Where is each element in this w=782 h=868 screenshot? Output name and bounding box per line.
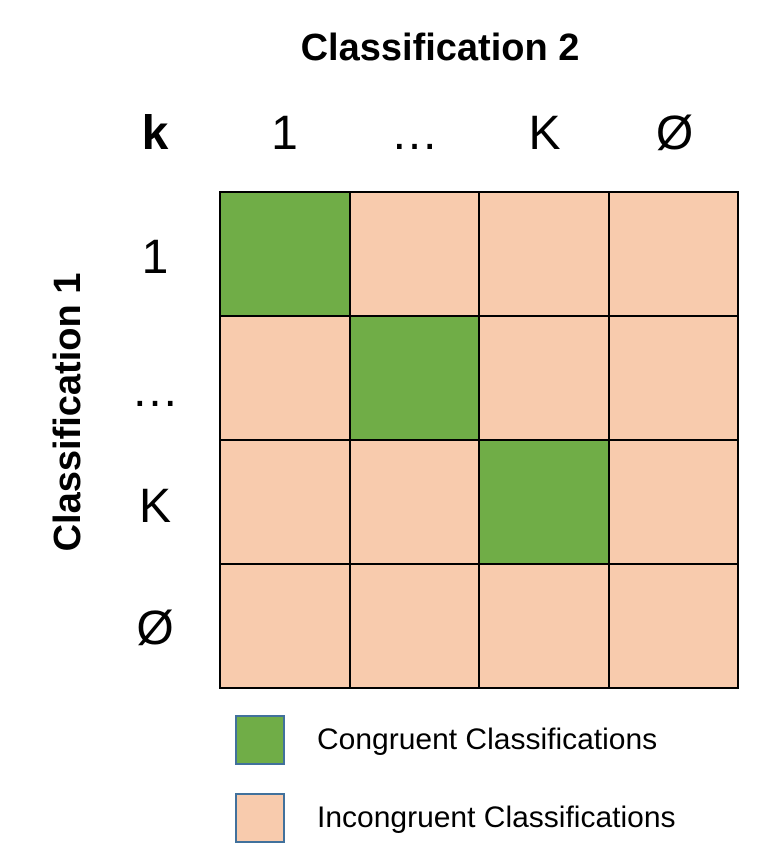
column-header-1: 1 xyxy=(271,107,298,160)
row-header-empty-set: Ø xyxy=(136,602,174,655)
legend-swatch-congruent xyxy=(235,715,285,765)
legend-item-incongruent: Incongruent Classifications xyxy=(235,792,735,844)
matrix-cell-incongruent xyxy=(221,565,349,687)
matrix-cell-incongruent xyxy=(350,565,478,687)
matrix-cell-incongruent xyxy=(480,193,608,315)
legend-label-congruent: Congruent Classifications xyxy=(317,723,658,756)
matrix-cell-incongruent xyxy=(350,193,478,315)
matrix-cell-incongruent xyxy=(350,441,478,563)
matrix-cell-incongruent xyxy=(609,193,737,315)
matrix-cell-incongruent xyxy=(609,565,737,687)
row-header-k: K xyxy=(138,480,171,533)
matrix-cell-incongruent xyxy=(480,317,608,439)
legend-item-congruent: Congruent Classifications xyxy=(235,714,735,766)
matrix-cell-incongruent xyxy=(480,565,608,687)
matrix-cell-congruent xyxy=(480,441,608,563)
legend-swatch-incongruent xyxy=(235,793,285,843)
matrix-cell-incongruent xyxy=(221,317,349,439)
matrix-cell-incongruent xyxy=(221,441,349,563)
matrix-cell-incongruent xyxy=(609,441,737,563)
classification-matrix xyxy=(219,191,739,689)
column-header-k: K xyxy=(528,107,561,160)
row-header-ellipsis: … xyxy=(131,364,179,417)
matrix-cell-congruent xyxy=(350,317,478,439)
column-header-ellipsis: … xyxy=(390,107,439,160)
row-header-1: 1 xyxy=(141,231,169,284)
row-axis-title: Classification 1 xyxy=(47,272,89,552)
matrix-cell-incongruent xyxy=(609,317,737,439)
legend-label-incongruent: Incongruent Classifications xyxy=(317,801,676,834)
corner-index-label: k xyxy=(141,107,169,160)
column-axis-title: Classification 2 xyxy=(300,27,580,69)
column-header-empty-set: Ø xyxy=(655,107,694,160)
matrix-cell-congruent xyxy=(221,193,349,315)
